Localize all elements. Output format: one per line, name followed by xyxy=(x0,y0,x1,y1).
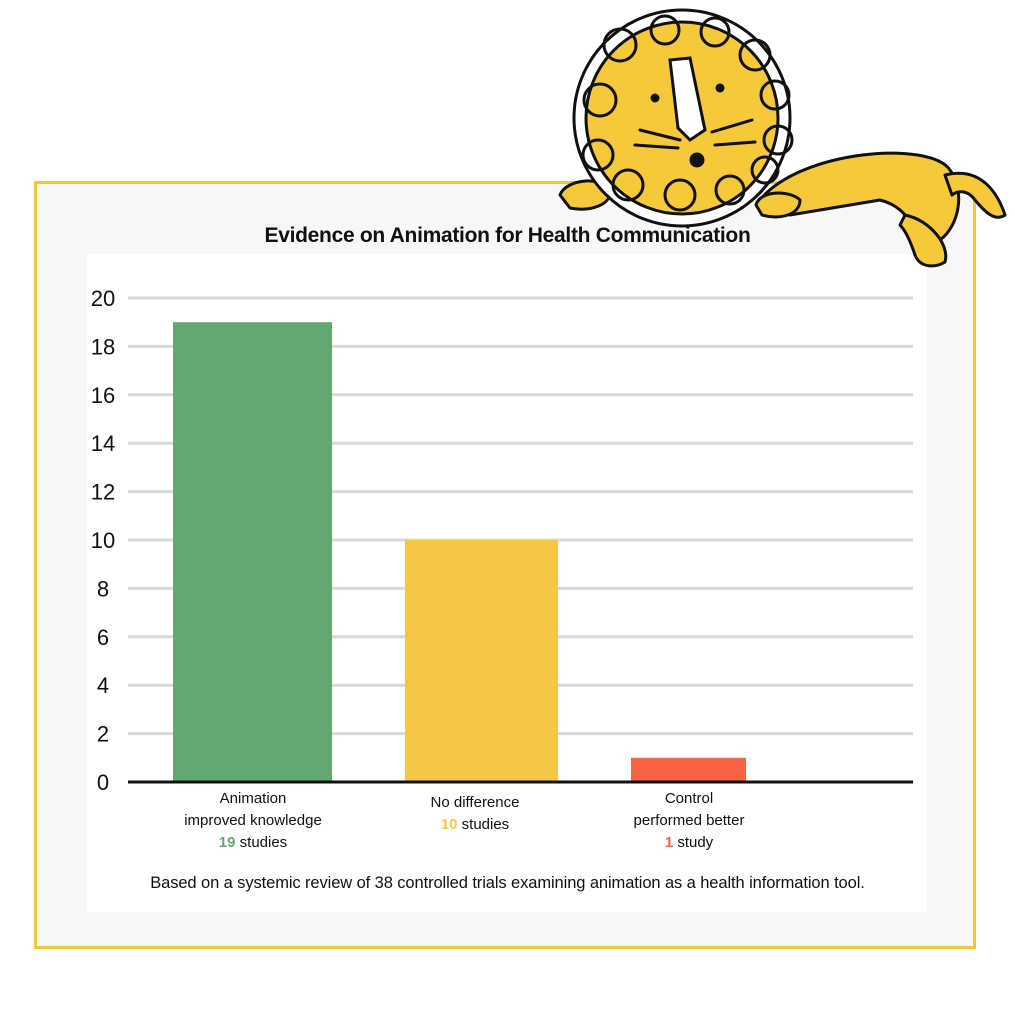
chart-title: Evidence on Animation for Health Communi… xyxy=(264,224,751,247)
footnote: Based on a systemic review of 38 control… xyxy=(150,874,865,892)
bar-0 xyxy=(173,322,332,782)
lion-face xyxy=(633,56,757,168)
y-tick-label: 10 xyxy=(91,528,115,553)
study-count: 1 xyxy=(664,834,674,851)
category-label-line2: performed better xyxy=(633,812,745,829)
y-tick-label: 8 xyxy=(97,576,109,601)
bar-1 xyxy=(405,540,558,782)
y-tick-label: 12 xyxy=(91,480,115,505)
y-tick-label: 18 xyxy=(91,334,115,359)
lion-paw-right xyxy=(754,191,802,219)
y-tick-label: 16 xyxy=(91,383,115,408)
study-count: 10 xyxy=(440,816,458,833)
lion-back-leg xyxy=(898,213,948,268)
lion-tail xyxy=(943,171,1007,219)
category-label-0: Animation improved knowledge 19 studies xyxy=(143,788,363,854)
study-unit: studies xyxy=(461,816,510,833)
category-label-line2: No difference xyxy=(430,794,520,811)
study-count: 19 xyxy=(218,834,236,851)
category-label-1: No difference 10 studies xyxy=(365,792,585,836)
y-tick-label: 14 xyxy=(91,431,115,456)
lion-mane-curls xyxy=(581,14,794,212)
y-tick-label: 2 xyxy=(97,722,109,747)
category-label-line1: Control xyxy=(664,790,714,807)
y-tick-label: 0 xyxy=(97,770,109,795)
y-tick-label: 20 xyxy=(91,286,115,311)
category-label-line2: improved knowledge xyxy=(184,812,322,829)
study-unit: study xyxy=(677,834,714,851)
category-label-line1: Animation xyxy=(219,790,287,807)
study-unit: studies xyxy=(239,834,288,851)
category-label-2: Control performed better 1 study xyxy=(579,788,799,854)
bar-2 xyxy=(631,757,746,782)
y-tick-label: 4 xyxy=(97,673,109,698)
y-tick-label: 6 xyxy=(97,625,109,650)
